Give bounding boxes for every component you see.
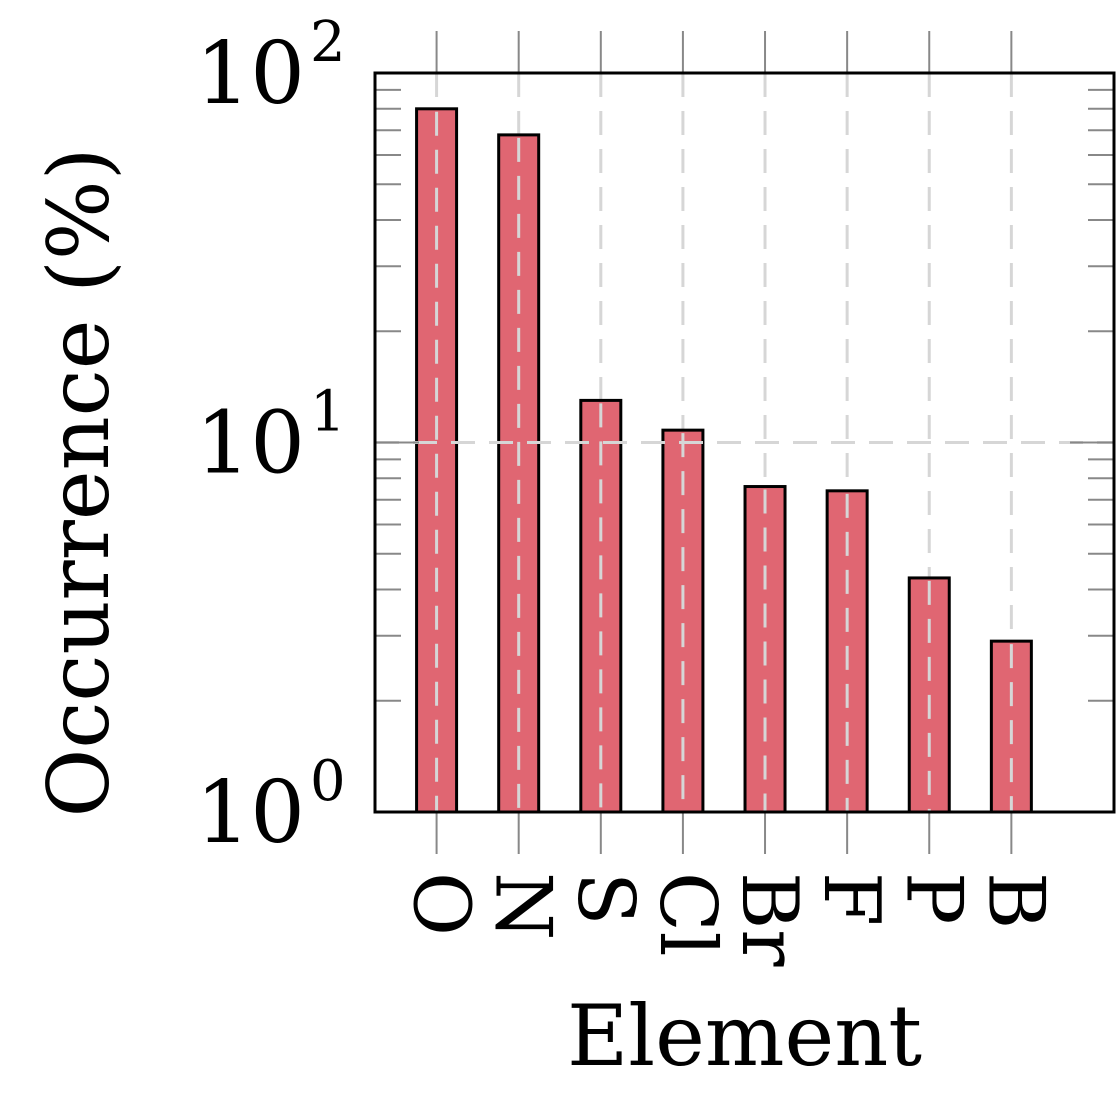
- bar-N: [497, 133, 541, 814]
- x-tick-label-B: B: [970, 872, 1060, 929]
- y-axis-title: Occurrence (%): [30, 148, 128, 818]
- x-tick-label-F: F: [806, 872, 896, 926]
- x-tick-label-Cl: Cl: [642, 872, 732, 957]
- x-axis-title: Element: [567, 987, 922, 1085]
- x-tick-label-O: O: [396, 872, 486, 936]
- x-tick-label-Br: Br: [724, 872, 814, 967]
- y-tick-label-1: 10: [196, 394, 305, 494]
- x-tick-label-S: S: [560, 872, 650, 925]
- y-tick-exponent-0: 0: [310, 749, 346, 814]
- x-tick-label-P: P: [888, 872, 978, 924]
- y-tick-label-2: 10: [196, 24, 305, 124]
- plot-frame: [373, 71, 1116, 814]
- bars-layer: [415, 107, 1033, 814]
- y-tick-label-0: 10: [196, 763, 305, 863]
- y-tick-exponent-2: 2: [310, 10, 346, 75]
- x-tick-label-N: N: [478, 872, 568, 940]
- grid-front-layer: [375, 111, 1114, 812]
- y-tick-exponent-1: 1: [310, 380, 346, 445]
